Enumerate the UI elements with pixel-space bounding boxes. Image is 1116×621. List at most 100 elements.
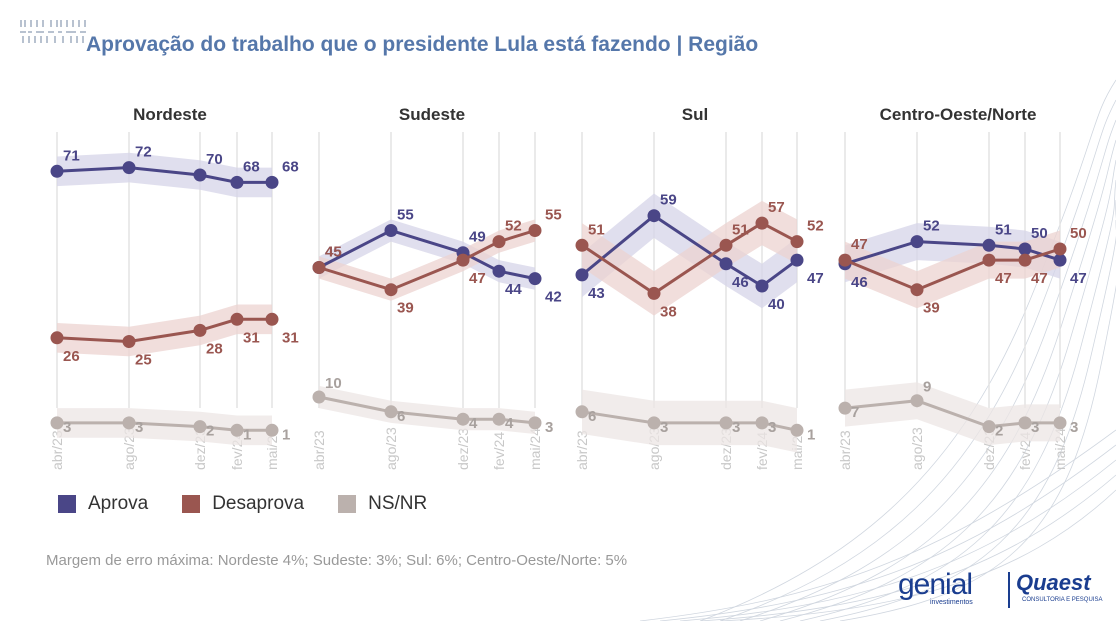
data-label-desaprova: 31 [282,329,299,346]
data-point-desaprova [1053,242,1067,256]
x-tick-label: abr/23 [49,430,65,470]
confidence-band-nsnr [57,408,272,446]
data-label-aprova: 55 [397,207,414,224]
margin-of-error-note: Margem de erro máxima: Nordeste 4%; Sude… [46,552,628,569]
data-point-desaprova [528,224,542,237]
logo-separator [1008,572,1010,608]
data-point-aprova [265,175,279,189]
data-point-nsnr [312,390,326,404]
genial-logo-name: genial [898,568,973,601]
data-label-desaprova: 47 [1031,270,1048,287]
confidence-band-aprova [845,223,1060,283]
data-point-nsnr [384,405,398,419]
genial-logo: genial investimentos [898,568,998,608]
data-point-nsnr [647,416,661,430]
data-point-desaprova [265,312,279,326]
legend-swatch-nsnr [338,495,357,513]
data-label-aprova: 68 [243,158,260,175]
data-label-nsnr: 4 [469,415,478,432]
data-label-desaprova: 31 [243,329,260,346]
x-tick-label: ago/23 [909,427,925,470]
data-point-nsnr [982,420,996,434]
data-label-aprova: 40 [768,296,785,313]
data-point-aprova [790,253,804,267]
data-point-nsnr [1053,416,1067,430]
data-point-desaprova [755,216,769,230]
x-tick-label: abr/23 [574,430,590,470]
data-label-nsnr: 3 [732,419,740,436]
brand-mark-icon [20,20,86,43]
data-label-nsnr: 4 [505,415,514,432]
x-tick-label: fev/24 [491,432,507,470]
data-label-desaprova: 26 [63,348,80,365]
data-label-desaprova: 51 [732,221,749,238]
confidence-band-desaprova [319,219,535,301]
data-point-desaprova [312,261,326,274]
data-label-aprova: 46 [851,274,868,291]
data-label-aprova: 59 [660,192,677,209]
data-label-aprova: 44 [505,281,522,298]
data-point-desaprova [647,286,661,300]
data-point-nsnr [755,416,769,430]
data-label-desaprova: 52 [807,218,824,235]
panel-title-1: Nordeste [133,105,207,124]
data-label-desaprova: 52 [505,218,522,235]
data-point-nsnr [838,401,852,415]
data-point-nsnr [456,412,470,426]
data-point-nsnr [265,423,279,437]
data-point-desaprova [910,283,924,297]
x-tick-label: mai/24 [527,428,543,470]
data-point-aprova [50,164,64,178]
x-tick-label: abr/23 [311,430,327,470]
data-point-aprova [528,272,542,286]
confidence-band-aprova [57,152,272,198]
data-label-desaprova: 50 [1070,225,1087,242]
data-label-aprova: 47 [1070,270,1087,287]
data-point-desaprova [492,235,506,249]
data-label-aprova: 71 [63,147,80,164]
data-point-aprova [193,168,207,182]
data-point-aprova [230,175,244,189]
legend-swatch-desaprova [182,495,201,513]
data-label-desaprova: 47 [469,270,486,287]
data-label-aprova: 47 [807,270,824,287]
data-point-aprova [910,235,924,249]
data-label-aprova: 49 [469,229,486,246]
quaest-logo: Quaest CONSULTORIA E PESQUISA [1016,568,1112,608]
data-point-desaprova [790,235,804,249]
data-label-nsnr: 1 [282,426,290,443]
data-label-aprova: 42 [545,289,562,306]
panel-title-2: Sudeste [399,105,465,124]
data-point-nsnr [790,423,804,437]
confidence-band-desaprova [57,304,272,357]
legend-label-aprova: Aprova [88,493,149,514]
data-point-aprova [492,264,506,278]
data-point-nsnr [910,394,924,408]
data-label-desaprova: 57 [768,199,785,216]
data-point-desaprova [230,312,244,326]
data-point-nsnr [575,405,589,419]
data-point-desaprova [719,238,733,252]
data-point-desaprova [1018,253,1032,267]
data-label-nsnr: 6 [588,408,596,425]
data-label-desaprova: 47 [851,236,868,253]
data-point-nsnr [193,420,207,434]
data-point-nsnr [230,423,244,437]
data-point-desaprova [838,253,852,267]
data-point-aprova [719,257,733,271]
data-point-nsnr [122,416,136,430]
data-point-aprova [982,238,996,252]
data-point-nsnr [719,416,733,430]
data-label-aprova: 68 [282,158,299,175]
panel-title-3: Sul [682,105,708,124]
data-point-nsnr [1018,416,1032,430]
legend-label-desaprova: Desaprova [212,493,305,514]
genial-logo-sub: investimentos [930,599,973,606]
data-label-nsnr: 3 [768,419,776,436]
data-label-desaprova: 47 [995,270,1012,287]
panel-title-4: Centro-Oeste/Norte [880,105,1037,124]
legend: Aprova Desaprova NS/NR [58,493,427,515]
data-label-desaprova: 25 [135,352,152,369]
data-point-aprova [1053,253,1067,267]
